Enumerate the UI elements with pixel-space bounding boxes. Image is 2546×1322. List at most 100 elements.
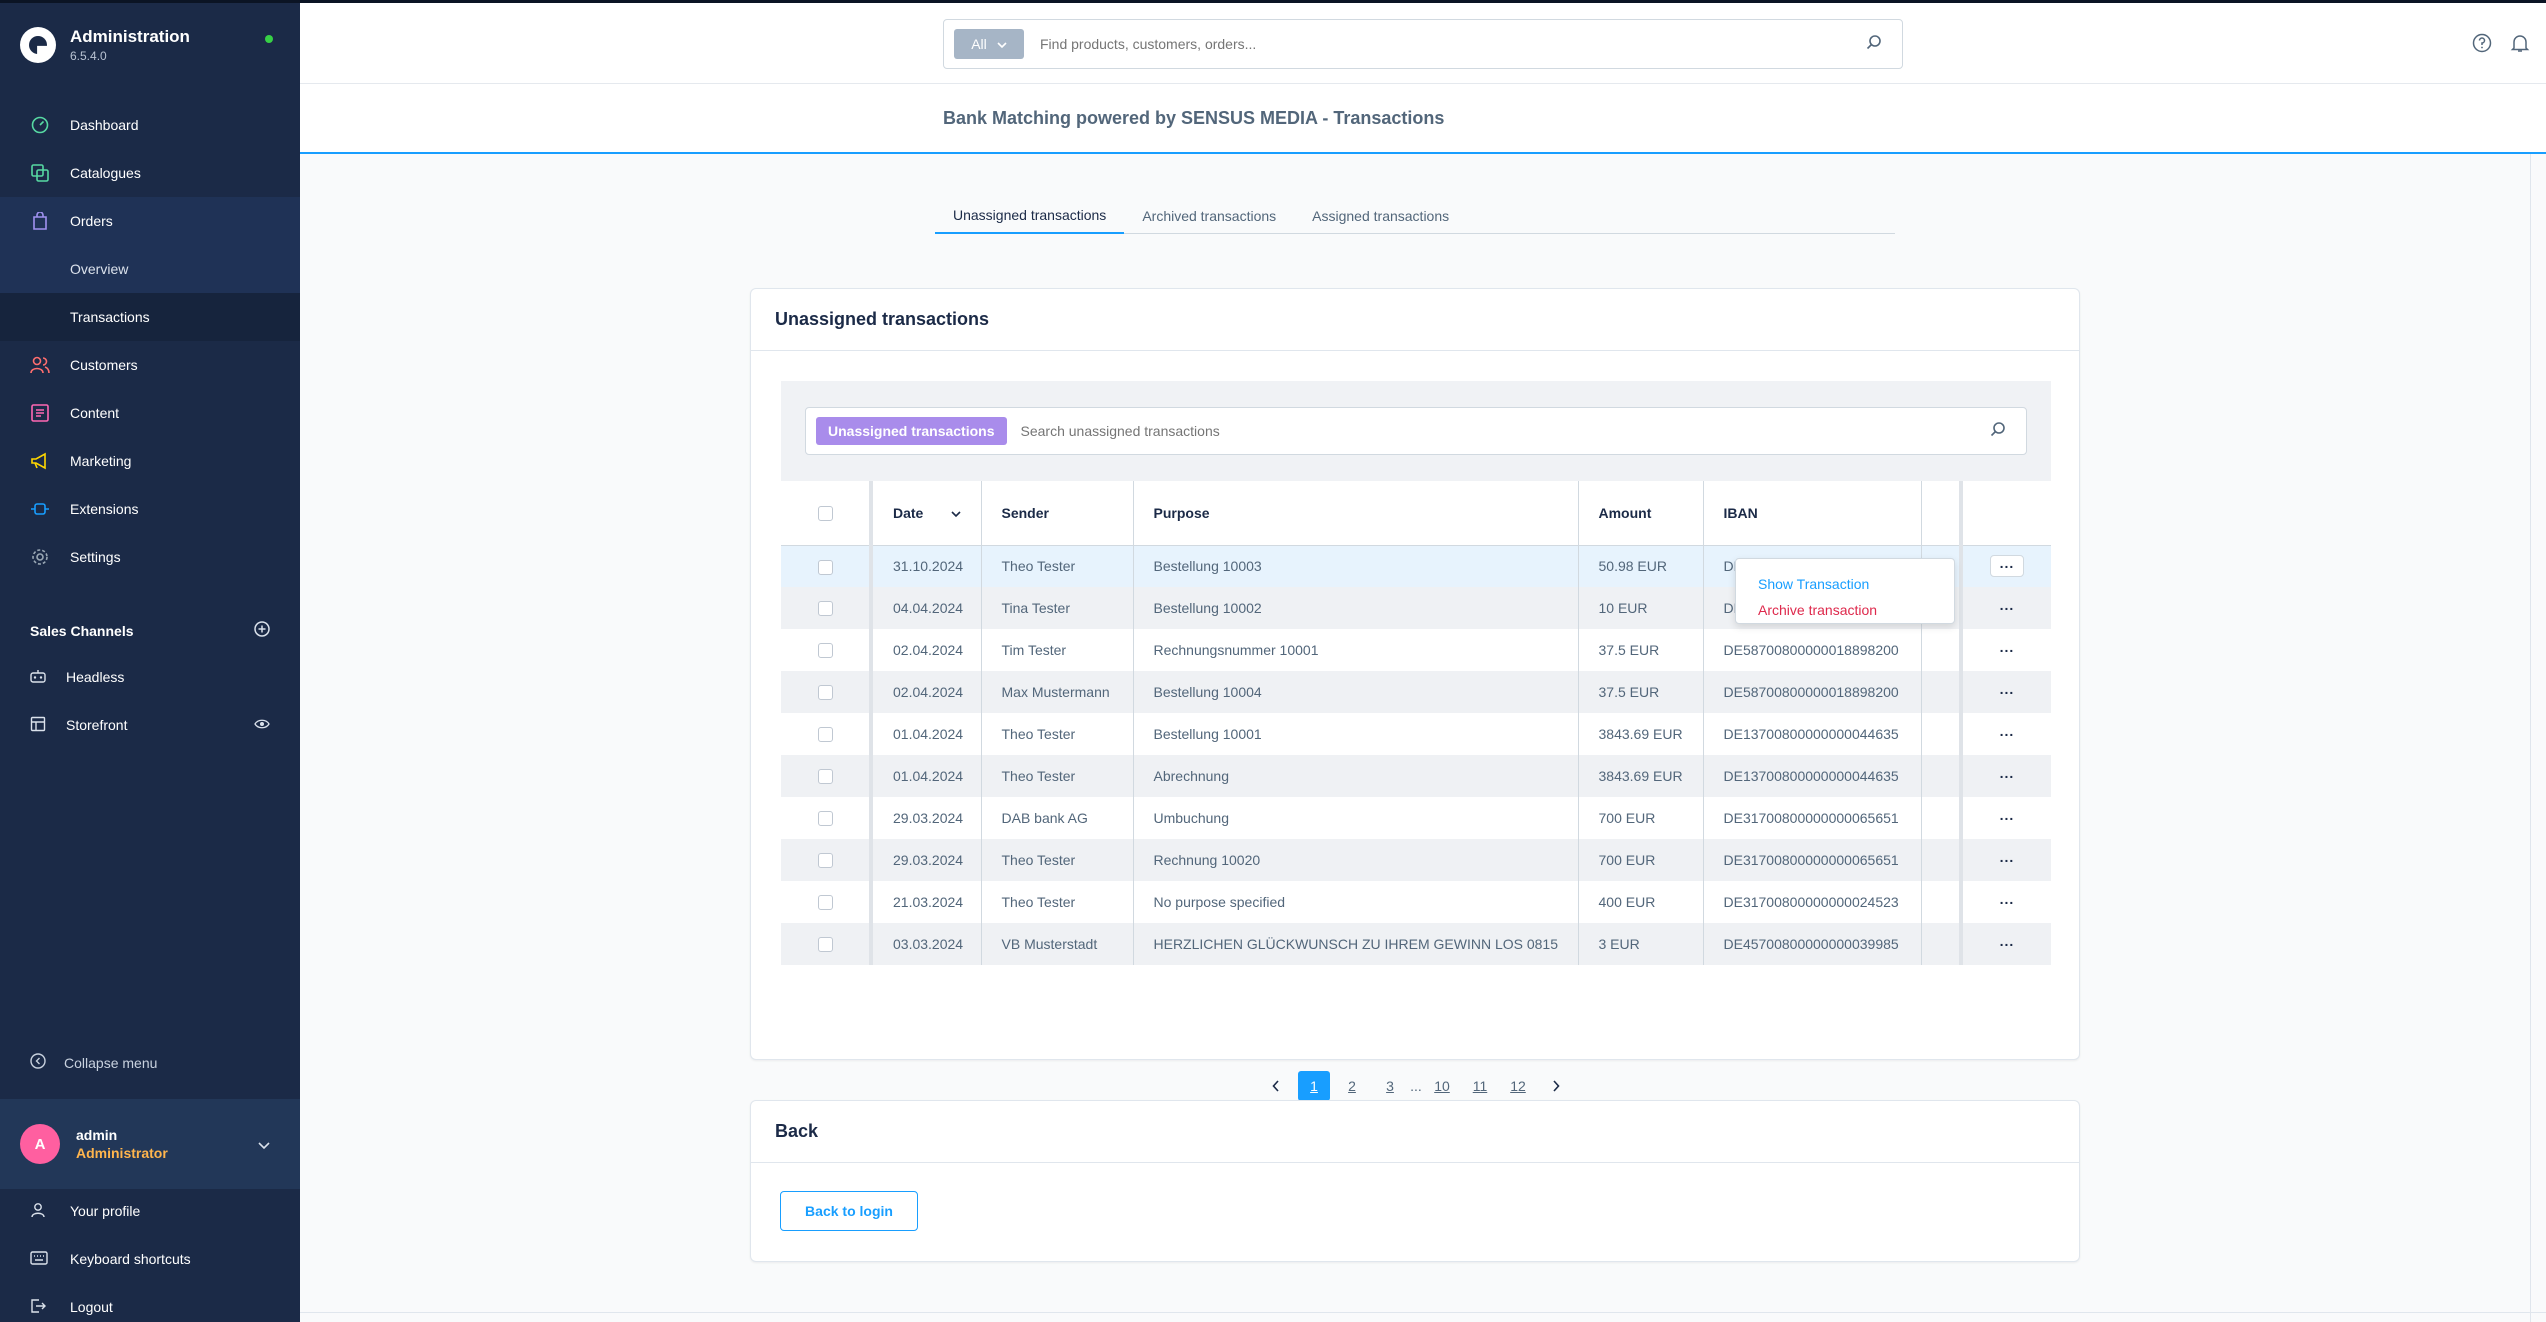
grid-search-input[interactable] bbox=[1020, 423, 1990, 439]
grid-search-tag[interactable]: Unassigned transactions bbox=[816, 417, 1007, 445]
nav-orders[interactable]: Orders bbox=[0, 197, 300, 245]
column-date[interactable]: Date bbox=[869, 481, 981, 546]
row-actions-cell: ... bbox=[1959, 755, 2051, 797]
tab-unassigned[interactable]: Unassigned transactions bbox=[935, 198, 1125, 234]
row-actions-button[interactable]: ... bbox=[1999, 638, 2015, 655]
row-actions-button[interactable]: ... bbox=[1999, 848, 2015, 865]
brand[interactable]: Administration 6.5.4.0 bbox=[20, 27, 190, 63]
archive-transaction-menu-item[interactable]: Archive transaction bbox=[1758, 602, 1878, 618]
row-actions-button[interactable]: ... bbox=[1999, 806, 2015, 823]
table-row[interactable]: 01.04.2024 Theo Tester Abrechnung 3843.69 E… bbox=[781, 755, 2051, 797]
page-button[interactable]: 3 bbox=[1386, 1078, 1394, 1094]
cell-date: 04.04.2024 bbox=[869, 587, 981, 629]
row-checkbox[interactable] bbox=[817, 685, 833, 701]
nav-marketing[interactable]: Marketing bbox=[0, 437, 300, 485]
column-label: Date bbox=[893, 504, 924, 521]
next-page-button[interactable] bbox=[1540, 1071, 1572, 1101]
row-checkbox[interactable] bbox=[817, 643, 833, 659]
column-sender[interactable]: Sender bbox=[980, 481, 1133, 546]
nav-catalogues[interactable]: Catalogues bbox=[0, 149, 300, 197]
row-actions-cell: ... bbox=[1959, 923, 2051, 965]
row-actions-button[interactable]: ... bbox=[1999, 764, 2015, 781]
column-iban[interactable]: IBAN bbox=[1702, 481, 1921, 546]
tab-assigned[interactable]: Assigned transactions bbox=[1312, 208, 1450, 224]
prev-page-button[interactable] bbox=[1260, 1071, 1292, 1101]
nav-label: Customers bbox=[70, 357, 138, 373]
page-button[interactable]: 1 bbox=[1298, 1071, 1330, 1101]
row-checkbox[interactable] bbox=[817, 769, 833, 785]
add-sales-channel-icon[interactable] bbox=[254, 621, 270, 640]
keyboard-icon bbox=[30, 1250, 50, 1268]
row-actions-button[interactable]: ... bbox=[1999, 596, 2015, 613]
row-checkbox[interactable] bbox=[817, 937, 833, 953]
search-icon[interactable] bbox=[1866, 34, 1882, 55]
your-profile-link[interactable]: Your profile bbox=[0, 1187, 300, 1235]
search-icon[interactable] bbox=[1990, 421, 2006, 442]
row-actions-button[interactable]: ... bbox=[1999, 680, 2015, 697]
nav-settings[interactable]: Settings bbox=[0, 533, 300, 581]
back-to-login-button[interactable]: Back to login bbox=[780, 1191, 918, 1231]
transactions-grid: Unassigned transactions Date Sender Purp… bbox=[781, 381, 2051, 1101]
cell-spacer bbox=[1920, 881, 1961, 923]
user-menu[interactable]: A admin Administrator bbox=[0, 1099, 300, 1189]
table-row[interactable]: 01.04.2024 Theo Tester Bestellung 10001 384… bbox=[781, 713, 2051, 755]
row-checkbox[interactable] bbox=[817, 811, 833, 827]
page-button[interactable]: 10 bbox=[1434, 1078, 1450, 1094]
cell-iban: DE31700800000000065651 bbox=[1702, 797, 1921, 839]
sales-channel-headless[interactable]: Headless bbox=[0, 653, 300, 701]
row-checkbox[interactable] bbox=[817, 853, 833, 869]
page-button[interactable]: 2 bbox=[1348, 1078, 1356, 1094]
nav-dashboard[interactable]: Dashboard bbox=[0, 101, 300, 149]
nav-orders-transactions[interactable]: Transactions bbox=[0, 293, 300, 341]
column-purpose[interactable]: Purpose bbox=[1132, 481, 1578, 546]
page-button[interactable]: 11 bbox=[1472, 1078, 1488, 1094]
cell-date: 02.04.2024 bbox=[869, 629, 981, 671]
collapse-menu-button[interactable]: Collapse menu bbox=[30, 1053, 157, 1072]
page-title: Bank Matching powered by SENSUS MEDIA - … bbox=[943, 108, 1445, 128]
eye-icon[interactable] bbox=[254, 717, 270, 733]
cell-iban: DE31700800000000065651 bbox=[1702, 839, 1921, 881]
row-checkbox[interactable] bbox=[817, 895, 833, 911]
row-checkbox[interactable] bbox=[817, 601, 833, 617]
table-row[interactable]: 02.04.2024 Max Mustermann Bestellung 10004… bbox=[781, 671, 2051, 713]
nav-label: Extensions bbox=[70, 501, 139, 517]
logout-icon bbox=[30, 1298, 50, 1317]
row-actions-button[interactable]: ... bbox=[1990, 555, 2024, 578]
help-icon[interactable] bbox=[2472, 33, 2492, 58]
row-actions-button[interactable]: ... bbox=[1999, 722, 2015, 739]
logout-link[interactable]: Logout bbox=[0, 1283, 300, 1322]
keyboard-shortcuts-link[interactable]: Keyboard shortcuts bbox=[0, 1235, 300, 1283]
row-checkbox[interactable] bbox=[817, 727, 833, 743]
transaction-tabs: Unassigned transactions Archived transac… bbox=[935, 198, 1895, 234]
table-row[interactable]: 02.04.2024 Tim Tester Rechnungsnummer 1000… bbox=[781, 629, 2051, 671]
nav-customers[interactable]: Customers bbox=[0, 341, 300, 389]
tab-archived[interactable]: Archived transactions bbox=[1142, 208, 1277, 224]
sales-channel-storefront[interactable]: Storefront bbox=[0, 701, 300, 749]
column-amount[interactable]: Amount bbox=[1577, 481, 1703, 546]
cell-amount: 50.98 EUR bbox=[1577, 545, 1703, 587]
row-select-cell bbox=[781, 713, 871, 755]
nav-extensions[interactable]: Extensions bbox=[0, 485, 300, 533]
show-transaction-menu-item[interactable]: Show Transaction bbox=[1758, 576, 1870, 592]
nav-content[interactable]: Content bbox=[0, 389, 300, 437]
table-row[interactable]: 21.03.2024 Theo Tester No purpose specifie… bbox=[781, 881, 2051, 923]
cell-amount: 3843.69 EUR bbox=[1577, 713, 1703, 755]
nav-orders-overview[interactable]: Overview bbox=[0, 245, 300, 293]
global-search-input[interactable] bbox=[1040, 36, 1866, 52]
row-actions-button[interactable]: ... bbox=[1999, 932, 2015, 949]
nav-label: Catalogues bbox=[70, 165, 141, 181]
sort-chevron-icon[interactable] bbox=[951, 505, 961, 521]
cell-amount: 400 EUR bbox=[1577, 881, 1703, 923]
table-row[interactable]: 03.03.2024 VB Musterstadt HERZLICHEN GLÜCK… bbox=[781, 923, 2051, 965]
page-button[interactable]: 12 bbox=[1510, 1078, 1526, 1094]
cell-sender: Theo Tester bbox=[980, 755, 1133, 797]
search-filter-select[interactable]: All bbox=[954, 29, 1024, 59]
table-row[interactable]: 29.03.2024 Theo Tester Rechnung 10020 700 E… bbox=[781, 839, 2051, 881]
bell-icon[interactable] bbox=[2510, 33, 2530, 58]
chevron-down-icon[interactable] bbox=[258, 1137, 270, 1155]
row-actions-button[interactable]: ... bbox=[1999, 890, 2015, 907]
select-all-checkbox[interactable] bbox=[817, 506, 833, 522]
storefront-icon bbox=[30, 716, 50, 735]
table-row[interactable]: 29.03.2024 DAB bank AG Umbuchung 700 EUR DE3… bbox=[781, 797, 2051, 839]
row-checkbox[interactable] bbox=[817, 559, 833, 575]
